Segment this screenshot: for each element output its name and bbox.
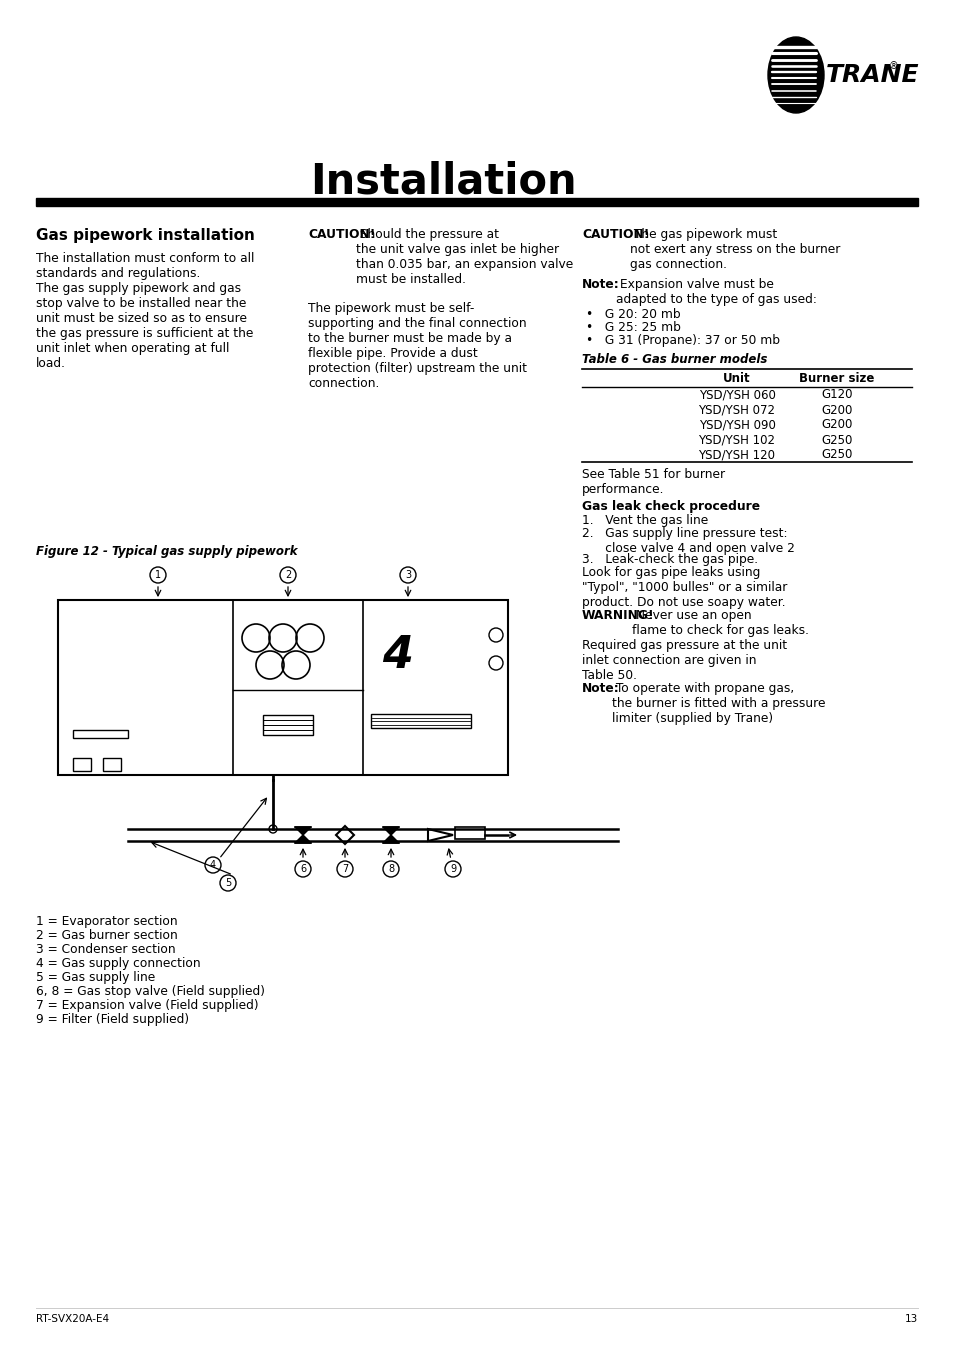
Polygon shape — [294, 827, 311, 835]
Text: To operate with propane gas,
the burner is fitted with a pressure
limiter (suppl: To operate with propane gas, the burner … — [612, 682, 824, 725]
Text: 2.   Gas supply line pressure test:
      close valve 4 and open valve 2: 2. Gas supply line pressure test: close … — [581, 527, 794, 555]
Text: 4: 4 — [382, 634, 413, 677]
Text: Table 6 - Gas burner models: Table 6 - Gas burner models — [581, 353, 766, 366]
Text: The pipework must be self-
supporting and the final connection
to the burner mus: The pipework must be self- supporting an… — [308, 303, 526, 390]
Text: 2: 2 — [285, 570, 291, 580]
Text: 5: 5 — [225, 878, 231, 888]
Text: The gas pipework must
not exert any stress on the burner
gas connection.: The gas pipework must not exert any stre… — [629, 228, 840, 272]
Text: Note:: Note: — [581, 682, 619, 694]
Text: •   G 31 (Propane): 37 or 50 mb: • G 31 (Propane): 37 or 50 mb — [585, 334, 780, 347]
Text: G200: G200 — [821, 419, 852, 431]
Text: Expansion valve must be
adapted to the type of gas used:: Expansion valve must be adapted to the t… — [616, 278, 816, 305]
Text: The gas supply pipework and gas
stop valve to be installed near the
unit must be: The gas supply pipework and gas stop val… — [36, 282, 253, 370]
Polygon shape — [382, 835, 398, 843]
Text: 7 = Expansion valve (Field supplied): 7 = Expansion valve (Field supplied) — [36, 998, 258, 1012]
Text: G200: G200 — [821, 404, 852, 416]
Polygon shape — [294, 835, 311, 843]
Text: 6: 6 — [299, 865, 306, 874]
Bar — [371, 713, 471, 728]
Text: •   G 25: 25 mb: • G 25: 25 mb — [585, 322, 680, 334]
Text: YSD/YSH 120: YSD/YSH 120 — [698, 449, 775, 462]
Text: 7: 7 — [341, 865, 348, 874]
Text: Should the pressure at
the unit valve gas inlet be higher
than 0.035 bar, an exp: Should the pressure at the unit valve ga… — [355, 228, 573, 286]
Text: 1 = Evaporator section: 1 = Evaporator section — [36, 915, 177, 928]
Text: 6, 8 = Gas stop valve (Field supplied): 6, 8 = Gas stop valve (Field supplied) — [36, 985, 265, 998]
Polygon shape — [382, 827, 398, 835]
Bar — [103, 758, 121, 771]
Text: Unit: Unit — [722, 373, 750, 385]
Text: CAUTION!: CAUTION! — [308, 228, 375, 240]
Bar — [73, 758, 91, 771]
Text: 9: 9 — [450, 865, 456, 874]
Ellipse shape — [767, 36, 823, 113]
Text: Gas pipework installation: Gas pipework installation — [36, 228, 254, 243]
Bar — [58, 600, 507, 775]
Text: 13: 13 — [903, 1315, 917, 1324]
Text: 3: 3 — [404, 570, 411, 580]
Text: Installation: Installation — [310, 159, 576, 203]
Text: CAUTION!: CAUTION! — [581, 228, 649, 240]
Bar — [263, 715, 313, 735]
Text: YSD/YSH 072: YSD/YSH 072 — [698, 404, 775, 416]
Text: 9 = Filter (Field supplied): 9 = Filter (Field supplied) — [36, 1013, 189, 1025]
Text: 4 = Gas supply connection: 4 = Gas supply connection — [36, 957, 200, 970]
Text: 8: 8 — [388, 865, 394, 874]
Text: 5 = Gas supply line: 5 = Gas supply line — [36, 971, 155, 984]
Text: The installation must conform to all
standards and regulations.: The installation must conform to all sta… — [36, 253, 254, 280]
Text: YSD/YSH 060: YSD/YSH 060 — [698, 389, 775, 401]
Text: G250: G250 — [821, 434, 852, 446]
Text: WARNING!: WARNING! — [581, 609, 654, 621]
Text: TRANE: TRANE — [825, 63, 919, 86]
Text: 2 = Gas burner section: 2 = Gas burner section — [36, 929, 177, 942]
Text: Look for gas pipe leaks using
"Typol", "1000 bulles" or a similar
product. Do no: Look for gas pipe leaks using "Typol", "… — [581, 566, 786, 609]
Text: 4: 4 — [210, 861, 215, 870]
Text: Figure 12 - Typical gas supply pipework: Figure 12 - Typical gas supply pipework — [36, 544, 297, 558]
Text: 1: 1 — [154, 570, 161, 580]
Text: Never use an open
flame to check for gas leaks.: Never use an open flame to check for gas… — [631, 609, 808, 638]
Text: YSD/YSH 102: YSD/YSH 102 — [698, 434, 775, 446]
Text: 1.   Vent the gas line: 1. Vent the gas line — [581, 513, 707, 527]
Text: 3 = Condenser section: 3 = Condenser section — [36, 943, 175, 957]
Text: Burner size: Burner size — [799, 373, 874, 385]
Text: Note:: Note: — [581, 278, 619, 290]
Text: G250: G250 — [821, 449, 852, 462]
Bar — [455, 827, 484, 839]
Text: YSD/YSH 090: YSD/YSH 090 — [698, 419, 775, 431]
Text: See Table 51 for burner
performance.: See Table 51 for burner performance. — [581, 467, 724, 496]
Text: G120: G120 — [821, 389, 852, 401]
Text: •   G 20: 20 mb: • G 20: 20 mb — [585, 308, 679, 322]
Text: 3.   Leak-check the gas pipe.: 3. Leak-check the gas pipe. — [581, 553, 758, 566]
Text: ®: ® — [888, 61, 898, 72]
Text: Required gas pressure at the unit
inlet connection are given in
Table 50.: Required gas pressure at the unit inlet … — [581, 639, 786, 682]
Text: RT-SVX20A-E4: RT-SVX20A-E4 — [36, 1315, 109, 1324]
Bar — [36, 199, 917, 205]
Bar — [73, 730, 128, 738]
Text: Gas leak check procedure: Gas leak check procedure — [581, 500, 760, 513]
